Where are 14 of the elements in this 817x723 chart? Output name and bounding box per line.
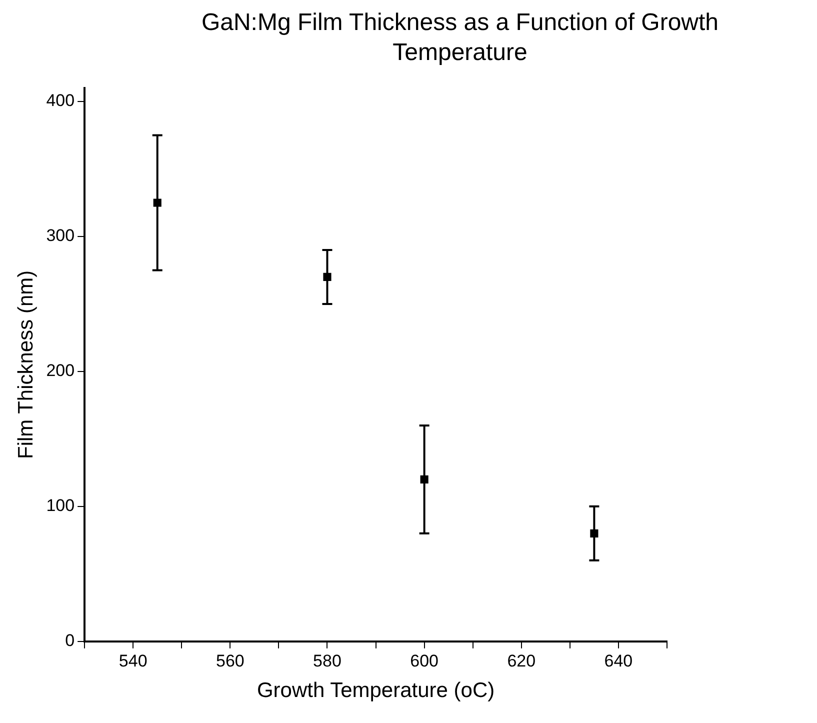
x-tick-label: 560 — [216, 651, 244, 670]
x-tick-label: 640 — [604, 651, 633, 670]
y-axis-title: Film Thickness (nm) — [14, 270, 38, 460]
chart-title: GaN:Mg Film Thickness as a Function of Growth Temperature — [200, 8, 720, 68]
x-tick-label: 600 — [410, 651, 439, 670]
y-tick-label: 400 — [46, 91, 75, 110]
x-axis-title: Growth Temperature (oC) — [256, 679, 495, 702]
x-tick-label: 580 — [313, 651, 342, 670]
x-tick-label: 620 — [507, 651, 536, 670]
y-tick-label: 200 — [46, 361, 75, 380]
y-tick-label: 300 — [46, 226, 75, 246]
y-tick-label: 0 — [65, 631, 75, 650]
y-tick-label: 100 — [46, 496, 75, 516]
x-tick-label: 540 — [118, 651, 148, 670]
